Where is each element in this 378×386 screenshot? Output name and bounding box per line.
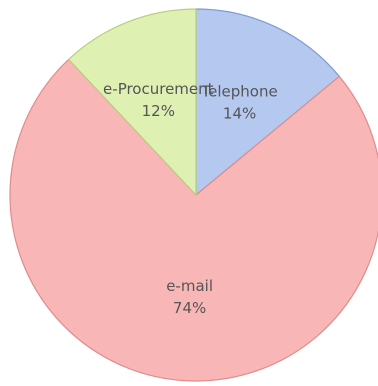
slice-value-telephone: 14% [223,104,256,122]
pie-slice-e-mail [9,58,378,382]
pie-slice-e-procurement [67,8,197,197]
slice-label-e-mail: e-mail [166,277,213,295]
labels-layer: Telephone 14% e-mail 74% e-Procurement 12% [103,80,278,317]
slice-label-e-procurement: e-Procurement [103,80,214,98]
slice-value-e-mail: 74% [173,299,206,317]
slices-layer [9,8,378,382]
pie-slice-telephone [195,8,341,197]
slice-value-e-procurement: 12% [142,102,175,120]
slice-label-telephone: Telephone [201,82,278,100]
